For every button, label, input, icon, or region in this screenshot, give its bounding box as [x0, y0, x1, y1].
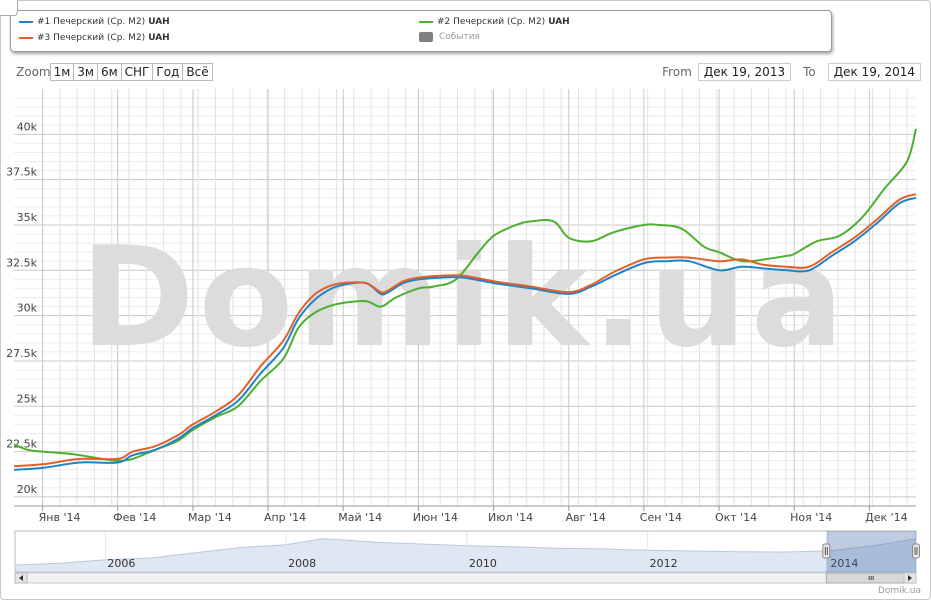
navigator-year-label: 2008: [288, 557, 316, 570]
x-tick-label: Апр '14: [264, 511, 306, 524]
credit-link[interactable]: Domik.ua: [878, 586, 921, 596]
events-swatch: [419, 32, 433, 42]
navigator-year-label: 2012: [650, 557, 678, 570]
y-tick-label: 37.5k: [6, 166, 37, 179]
legend-swatch-1: [19, 21, 33, 23]
legend-label-2: #2 Печерский (Ср. М2): [437, 17, 546, 27]
navigator-year-label: 2014: [830, 557, 858, 570]
date-range-selector: From Дек 19, 2013 To Дек 19, 2014: [662, 63, 921, 81]
corner-button[interactable]: [0, 0, 18, 16]
x-tick-label: Май '14: [338, 511, 382, 524]
from-date-input[interactable]: Дек 19, 2013: [697, 63, 792, 81]
zoom-ytd-button[interactable]: СНГ: [120, 63, 154, 81]
legend-swatch-2: [419, 21, 433, 23]
y-tick-label: 30k: [17, 302, 38, 315]
legend-item-events[interactable]: События: [419, 32, 480, 42]
navigator-selection[interactable]: [826, 531, 916, 572]
series-line-1[interactable]: [13, 196, 917, 471]
y-tick-label: 32.5k: [6, 256, 37, 269]
series-line-3[interactable]: [13, 193, 917, 468]
legend-item-3[interactable]: #3 Печерский (Ср. М2) UAH: [19, 33, 170, 43]
y-tick-label: 35k: [17, 211, 38, 224]
arrow-right-icon: [908, 575, 912, 581]
navigator-year-label: 2006: [107, 557, 135, 570]
legend-label-3: #3 Печерский (Ср. М2): [37, 33, 146, 43]
legend-unit-2: UAH: [548, 17, 570, 27]
x-tick-label: Дек '14: [865, 511, 908, 524]
legend-unit-1: UAH: [148, 17, 170, 27]
navigator-handle-right-icon[interactable]: [912, 543, 920, 559]
y-tick-label: 22.5k: [6, 438, 37, 451]
legend-item-2[interactable]: #2 Печерский (Ср. М2) UAH: [419, 17, 570, 27]
y-tick-label: 25k: [17, 392, 38, 405]
zoom-label: Zoom: [16, 65, 51, 79]
zoom-1y-button[interactable]: Год: [152, 63, 184, 81]
legend-unit-3: UAH: [148, 33, 170, 43]
to-date-input[interactable]: Дек 19, 2014: [827, 63, 921, 81]
watermark: Domik.ua: [80, 217, 848, 378]
legend-label-1: #1 Печерский (Ср. М2): [37, 17, 146, 27]
x-tick-label: Ноя '14: [790, 511, 832, 524]
zoom-controls: Zoom 1м 3м 6м СНГ Год Всё: [16, 63, 213, 81]
scrollbar-track[interactable]: [14, 572, 917, 584]
x-tick-label: Фев '14: [113, 511, 156, 524]
y-tick-label: 40k: [17, 120, 38, 133]
zoom-3m-button[interactable]: 3м: [73, 63, 98, 81]
zoom-all-button[interactable]: Всё: [182, 63, 213, 81]
navigator-handle-left-icon[interactable]: [822, 543, 831, 559]
legend-label-events: События: [439, 32, 480, 42]
legend: #1 Печерский (Ср. М2) UAH #2 Печерский (…: [10, 10, 832, 52]
x-tick-label: Окт '14: [715, 511, 757, 524]
zoom-6m-button[interactable]: 6м: [96, 63, 122, 81]
x-tick-label: Сен '14: [640, 511, 682, 524]
arrow-left-icon: [19, 575, 23, 581]
zoom-1m-button[interactable]: 1м: [49, 63, 75, 81]
to-label: To: [803, 65, 816, 79]
x-tick-label: Июн '14: [413, 511, 458, 524]
y-tick-label: 20k: [17, 483, 38, 496]
x-tick-label: Янв '14: [39, 511, 81, 524]
x-tick-label: Авг '14: [566, 511, 606, 524]
x-tick-label: Мар '14: [188, 511, 232, 524]
navigator-year-label: 2010: [469, 557, 497, 570]
legend-swatch-3: [19, 37, 33, 39]
legend-item-1[interactable]: #1 Печерский (Ср. М2) UAH: [19, 17, 170, 27]
y-tick-label: 27.5k: [6, 347, 37, 360]
x-tick-label: Июл '14: [488, 511, 533, 524]
from-label: From: [662, 65, 692, 79]
